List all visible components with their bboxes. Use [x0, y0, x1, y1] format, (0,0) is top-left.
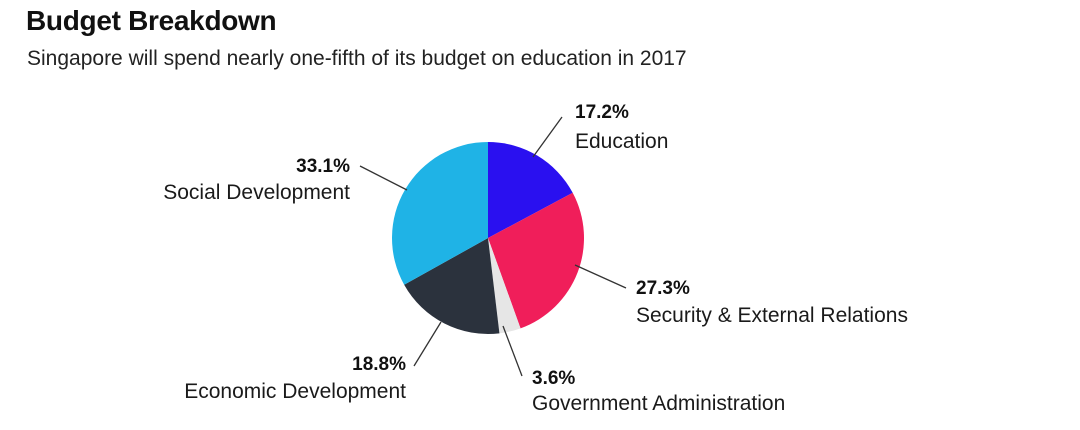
slice-value-label-education: 17.2% — [575, 102, 629, 123]
slice-value-label-social-development: 33.1% — [296, 156, 350, 177]
leader-line-social-development — [359, 165, 408, 191]
slice-value-label-government-administration: 3.6% — [532, 368, 575, 389]
pie-slice-security-and-external-relations — [488, 192, 584, 329]
chart-subtitle: Singapore will spend nearly one-fifth of… — [27, 47, 687, 70]
leader-line-government-administration — [502, 325, 523, 377]
chart-title: Budget Breakdown — [26, 5, 277, 36]
slice-value-label-economic-development: 18.8% — [352, 354, 406, 375]
slice-category-label-education: Education — [575, 130, 668, 153]
leader-line-security-and-external-relations — [574, 264, 627, 289]
pie-slice-education — [488, 142, 573, 238]
pie-slice-social-development — [392, 142, 488, 285]
leader-line-economic-development — [413, 321, 442, 367]
pie-slice-economic-development — [404, 238, 500, 335]
slice-category-label-social-development: Social Development — [163, 181, 350, 204]
slice-category-label-economic-development: Economic Development — [184, 380, 406, 403]
slice-category-label-security-and-external-relations: Security & External Relations — [636, 304, 908, 327]
slice-value-label-security-and-external-relations: 27.3% — [636, 278, 690, 299]
pie-slice-government-administration — [488, 238, 521, 334]
leader-line-education — [532, 116, 563, 158]
slice-category-label-government-administration: Government Administration — [532, 392, 785, 415]
